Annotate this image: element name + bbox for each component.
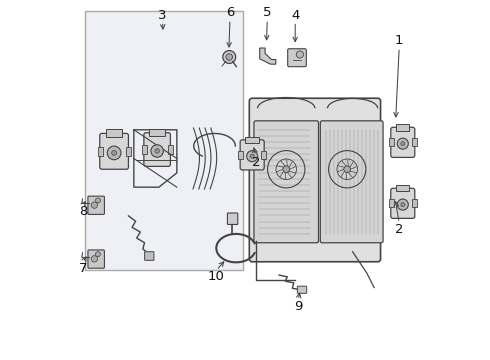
- FancyBboxPatch shape: [106, 129, 122, 136]
- Circle shape: [226, 54, 232, 60]
- FancyBboxPatch shape: [227, 213, 238, 225]
- FancyBboxPatch shape: [254, 121, 318, 243]
- Circle shape: [151, 145, 163, 157]
- FancyBboxPatch shape: [88, 196, 104, 215]
- Text: 1: 1: [395, 34, 403, 48]
- FancyBboxPatch shape: [391, 188, 415, 219]
- FancyBboxPatch shape: [288, 49, 306, 67]
- Circle shape: [401, 142, 405, 145]
- Text: 2: 2: [395, 223, 403, 236]
- Circle shape: [107, 146, 121, 160]
- Text: 5: 5: [263, 6, 271, 19]
- FancyBboxPatch shape: [88, 250, 104, 268]
- Bar: [85, 12, 243, 270]
- Circle shape: [283, 166, 290, 172]
- FancyBboxPatch shape: [391, 127, 415, 157]
- Bar: [168, 145, 172, 154]
- Circle shape: [91, 256, 98, 262]
- Circle shape: [223, 50, 236, 63]
- Circle shape: [91, 202, 98, 208]
- Polygon shape: [260, 48, 276, 64]
- Circle shape: [96, 198, 100, 203]
- FancyBboxPatch shape: [245, 137, 259, 143]
- FancyBboxPatch shape: [149, 129, 165, 136]
- Bar: [238, 151, 243, 159]
- Text: 9: 9: [294, 300, 302, 313]
- Text: 2: 2: [251, 156, 260, 168]
- Circle shape: [246, 151, 258, 162]
- FancyBboxPatch shape: [145, 252, 154, 260]
- Circle shape: [296, 51, 303, 58]
- Circle shape: [250, 154, 254, 158]
- Text: 7: 7: [79, 262, 87, 275]
- Bar: [261, 151, 267, 159]
- Bar: [142, 145, 147, 154]
- Circle shape: [112, 150, 117, 155]
- FancyBboxPatch shape: [320, 121, 383, 243]
- Bar: [389, 199, 393, 207]
- Text: 8: 8: [79, 205, 87, 218]
- Bar: [412, 199, 417, 207]
- FancyBboxPatch shape: [396, 185, 409, 192]
- Text: 4: 4: [291, 9, 299, 22]
- Bar: [98, 147, 102, 156]
- FancyBboxPatch shape: [396, 124, 409, 131]
- Circle shape: [155, 149, 159, 153]
- Bar: [389, 139, 393, 146]
- Circle shape: [96, 252, 100, 257]
- FancyBboxPatch shape: [144, 133, 171, 166]
- FancyBboxPatch shape: [100, 134, 128, 169]
- Circle shape: [344, 166, 350, 172]
- Text: 6: 6: [226, 6, 234, 19]
- Bar: [125, 147, 131, 156]
- Bar: [412, 139, 417, 146]
- FancyBboxPatch shape: [297, 286, 307, 293]
- Circle shape: [397, 138, 408, 149]
- Circle shape: [401, 203, 405, 207]
- Text: 10: 10: [208, 270, 225, 283]
- FancyBboxPatch shape: [240, 140, 264, 170]
- Circle shape: [397, 199, 408, 210]
- FancyBboxPatch shape: [249, 98, 381, 262]
- Text: 3: 3: [158, 9, 167, 22]
